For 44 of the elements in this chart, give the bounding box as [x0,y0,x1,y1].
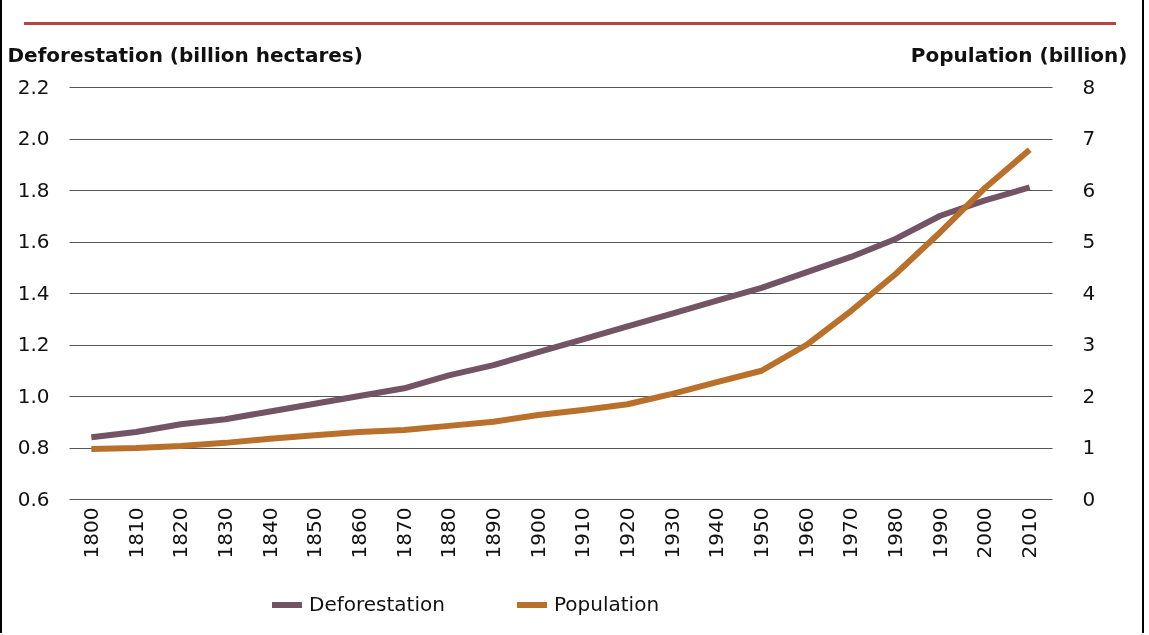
y-tick-label: 0.6 [17,486,50,511]
y-tick-label: 2.0 [17,126,50,150]
y2-tick-label: 0 [1082,486,1096,511]
legend-label: Deforestation [309,592,445,616]
x-tick-label: 1970 [838,507,863,559]
x-tick-label: 1830 [212,507,237,559]
y2-tick-label: 8 [1082,74,1096,99]
y-tick-label: 1.6 [17,229,50,253]
x-tick-label: 1930 [659,507,684,559]
x-tick-label: 1960 [793,507,818,559]
x-tick-label: 1900 [525,507,550,559]
y2-tick-label: 1 [1082,435,1096,459]
y2-tick-label: 7 [1082,126,1096,150]
y-axis-title: Deforestation (billion hectares) [7,42,363,67]
x-tick-label: 1850 [302,507,327,559]
x-tick-label: 2010 [1017,507,1042,559]
y-tick-label: 2.2 [17,74,50,99]
x-tick-label: 1990 [927,507,952,559]
x-tick-label: 1860 [346,507,371,559]
x-tick-label: 1810 [123,507,148,559]
y-tick-label: 1.4 [17,280,50,305]
y-tick-label: 1.0 [17,383,50,408]
x-tick-label: 1820 [168,507,193,559]
x-tick-label: 1890 [480,507,505,559]
x-tick-label: 1910 [570,507,595,559]
y2-tick-label: 5 [1082,229,1096,253]
y2-tick-label: 6 [1082,177,1096,202]
x-tick-label: 1840 [257,507,282,559]
y2-axis-title: Population (billion) [910,42,1128,67]
y-tick-label: 1.8 [17,177,50,202]
x-tick-label: 1800 [78,507,103,559]
x-tick-label: 2000 [972,507,997,559]
x-tick-label: 1870 [391,507,416,559]
x-tick-label: 1880 [436,507,461,559]
y-tick-label: 1.2 [17,332,50,356]
x-tick-label: 1950 [749,507,774,559]
y2-tick-label: 3 [1082,332,1096,356]
y2-tick-label: 4 [1082,280,1096,305]
y-tick-label: 0.8 [17,435,50,459]
x-tick-label: 1940 [704,507,729,559]
x-tick-label: 1920 [615,507,640,559]
y2-tick-label: 2 [1082,383,1096,408]
legend-label: Population [554,592,660,616]
x-tick-label: 1980 [883,507,908,559]
